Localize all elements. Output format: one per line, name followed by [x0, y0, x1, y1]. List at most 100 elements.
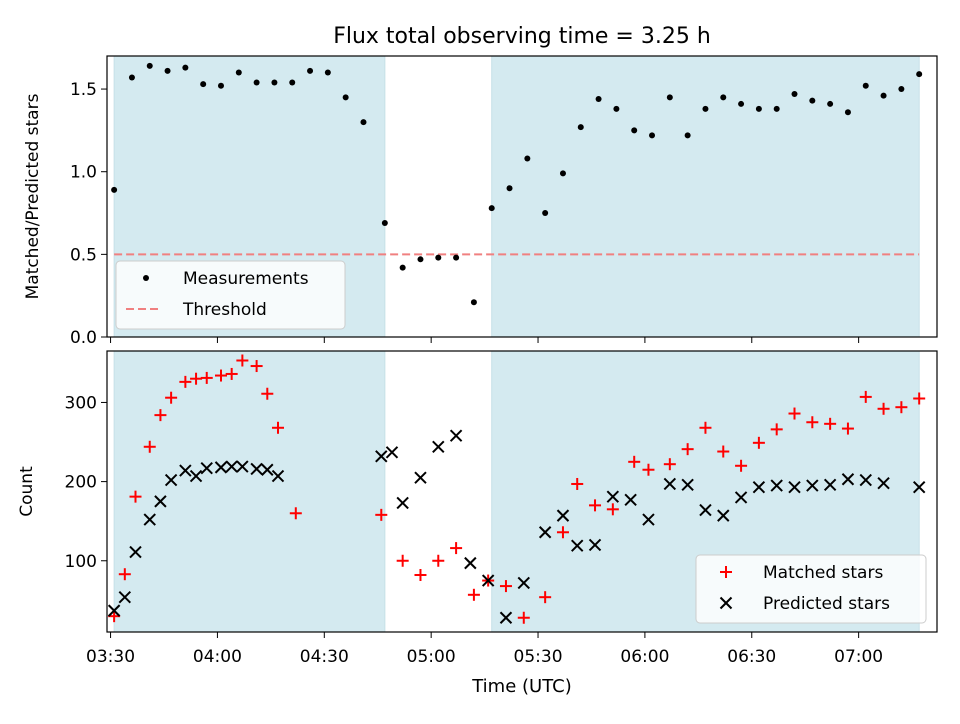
matched-star-marker — [824, 417, 837, 430]
matched-star-marker — [214, 369, 227, 382]
matched-star-marker — [681, 443, 694, 456]
shaded-interval — [113, 350, 386, 633]
ratio-panel: 0.0 0.5 1.0 1.5 Matched/Predicted stars Measu… — [23, 55, 938, 348]
measurement-point — [809, 97, 816, 104]
predicted-star-marker — [225, 460, 238, 473]
measurement-point — [307, 67, 314, 74]
measurement-point — [217, 82, 224, 89]
axes-frame — [106, 350, 938, 633]
legend-box — [115, 260, 346, 330]
measurement-point — [649, 132, 656, 139]
predicted-star-marker — [788, 480, 801, 494]
y-tick-label: 300 — [65, 393, 97, 413]
predicted-star-marker — [624, 493, 637, 507]
matched-star-marker — [788, 407, 801, 420]
measurement-point — [631, 127, 638, 134]
measurement-point — [542, 210, 549, 217]
y-axis-label: Count — [17, 466, 37, 517]
measurement-point — [720, 94, 727, 101]
x-tick-label: 05:30 — [514, 647, 563, 667]
matched-star-marker — [414, 569, 427, 582]
matched-star-marker — [396, 554, 409, 567]
matched-star-marker — [165, 391, 178, 404]
predicted-star-marker — [236, 460, 249, 473]
y-tick-label: 1.0 — [70, 163, 97, 183]
predicted-star-marker — [642, 513, 655, 526]
predicted-star-marker — [538, 526, 552, 539]
matched-star-marker — [752, 436, 765, 449]
measurement-point — [684, 132, 691, 139]
y-axis-label: Matched/Predicted stars — [23, 93, 43, 299]
matched-star-marker — [200, 371, 213, 384]
predicted-star-marker — [200, 461, 213, 475]
measurement-point — [324, 69, 331, 76]
matched-star-marker — [225, 367, 238, 380]
predicted-star-marker — [107, 604, 121, 617]
matched-star-marker — [770, 423, 783, 436]
matched-star-marker — [499, 580, 512, 593]
legend-label: Predicted stars — [763, 594, 890, 614]
predicted-star-marker — [841, 473, 855, 486]
x-tick-label: 06:30 — [727, 647, 776, 667]
matched-star-marker — [735, 459, 748, 472]
measurement-point — [289, 79, 296, 86]
x-tick-label: 03:30 — [86, 647, 135, 667]
measurement-point — [200, 81, 207, 88]
predicted-star-marker — [556, 509, 570, 522]
matched-star-marker — [717, 445, 730, 458]
matched-star-marker — [663, 458, 676, 471]
predicted-star-marker — [189, 469, 203, 483]
matched-star-marker — [699, 421, 712, 434]
matched-star-marker — [517, 611, 530, 624]
matched-star-marker — [236, 354, 249, 367]
measurement-point — [898, 86, 905, 93]
chart-title: Flux total observing time = 3.25 h — [333, 24, 711, 49]
predicted-star-marker — [464, 556, 477, 570]
measurement-point — [506, 185, 513, 192]
matched-star-marker — [289, 507, 302, 520]
measurement-point — [862, 82, 869, 89]
predicted-star-marker — [449, 429, 463, 442]
predicted-star-marker — [663, 477, 677, 491]
predicted-star-marker — [481, 574, 495, 587]
matched-star-marker — [913, 392, 926, 405]
measurement-point — [164, 67, 171, 74]
count-panel: 100 200 300 03:30 04:00 04:30 05:00 05:30 06:00 0… — [17, 350, 938, 667]
matched-star-marker — [450, 542, 463, 555]
predicted-star-marker — [143, 513, 156, 526]
matched-star-marker — [190, 372, 203, 385]
legend-label: Measurements — [183, 269, 309, 289]
measurement-point — [381, 219, 388, 226]
predicted-star-marker — [770, 479, 783, 492]
matched-star-marker — [895, 401, 908, 414]
predicted-star-marker — [859, 473, 872, 487]
predicted-star-marker — [385, 446, 399, 459]
measurement-point — [253, 79, 260, 86]
measurement-point — [577, 124, 584, 131]
matched-star-marker — [556, 526, 569, 539]
matched-star-marker — [467, 588, 480, 601]
predicted-star-marker — [752, 480, 766, 494]
measurement-point — [182, 64, 189, 71]
x-tick-label: 05:00 — [407, 647, 456, 667]
predicted-star-marker — [414, 471, 427, 484]
measurement-point — [559, 170, 566, 177]
predicted-star-marker — [271, 469, 285, 483]
predicted-star-marker — [517, 576, 530, 590]
legend-marker — [143, 275, 149, 281]
x-tick-label: 04:30 — [300, 647, 349, 667]
predicted-star-marker — [806, 479, 819, 492]
measurement-point — [453, 254, 460, 261]
matched-star-marker — [250, 360, 263, 373]
measurement-point — [595, 95, 602, 102]
measurement-point — [111, 186, 118, 193]
predicted-star-marker — [588, 538, 602, 552]
y-tick-label: 100 — [65, 552, 97, 572]
predicted-star-marker — [432, 440, 445, 453]
measurement-point — [916, 71, 923, 78]
predicted-star-marker — [499, 611, 513, 624]
legend-marker — [719, 596, 733, 610]
y-tick-label: 200 — [65, 473, 97, 493]
measurement-point — [844, 109, 851, 116]
